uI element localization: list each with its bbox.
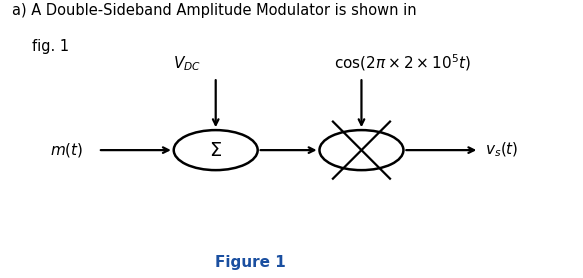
Text: $v_s(t)$: $v_s(t)$ bbox=[485, 141, 519, 159]
Text: $m(t)$: $m(t)$ bbox=[50, 141, 83, 159]
Text: $V_{DC}$: $V_{DC}$ bbox=[173, 54, 201, 73]
Text: $\Sigma$: $\Sigma$ bbox=[209, 141, 222, 160]
Text: $\mathrm{cos}(2\pi \times 2 \times 10^5 t)$: $\mathrm{cos}(2\pi \times 2 \times 10^5 … bbox=[334, 53, 470, 73]
Text: Figure 1: Figure 1 bbox=[215, 255, 286, 270]
Text: a) A Double-Sideband Amplitude Modulator is shown in: a) A Double-Sideband Amplitude Modulator… bbox=[12, 3, 416, 18]
Text: fig. 1: fig. 1 bbox=[32, 39, 69, 54]
